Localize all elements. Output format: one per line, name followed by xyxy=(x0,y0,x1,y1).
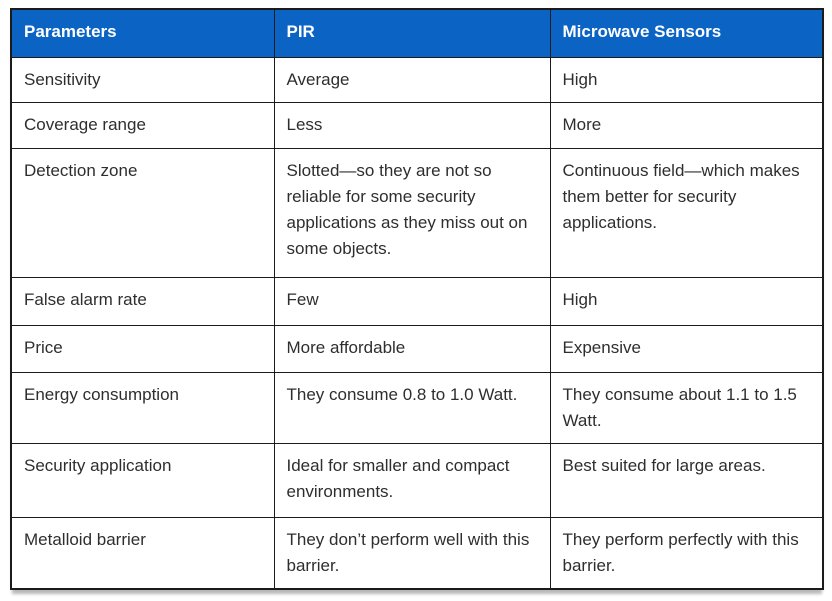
table-row-detection-zone: Detection zone Slotted—so they are not s… xyxy=(10,147,824,278)
cell-pir-value: Ideal for smaller and compact environmen… xyxy=(273,442,551,518)
cell-parameter: Detection zone xyxy=(10,147,275,278)
table-row-coverage-range: Coverage range Less More xyxy=(10,101,824,149)
table-row-metalloid-barrier: Metalloid barrier They don’t perform wel… xyxy=(10,516,824,590)
cell-pir-value: They consume 0.8 to 1.0 Watt. xyxy=(273,371,551,444)
table-row-sensitivity: Sensitivity Average High xyxy=(10,56,824,103)
header-row: Parameters PIR Microwave Sensors xyxy=(10,8,824,58)
cell-parameter: Security application xyxy=(10,442,275,518)
table-row-energy-consumption: Energy consumption They consume 0.8 to 1… xyxy=(10,371,824,444)
table-container: Parameters PIR Microwave Sensors Sensiti… xyxy=(10,8,824,590)
cell-pir-value: Few xyxy=(273,276,551,326)
cell-parameter: Metalloid barrier xyxy=(10,516,275,590)
cell-parameter: Sensitivity xyxy=(10,56,275,103)
table-header: Parameters PIR Microwave Sensors xyxy=(10,8,824,58)
column-header-microwave-sensors: Microwave Sensors xyxy=(549,8,824,58)
table-row-price: Price More affordable Expensive xyxy=(10,324,824,373)
column-header-parameters: Parameters xyxy=(10,8,275,58)
cell-microwave-value: More xyxy=(549,101,824,149)
cell-microwave-value: High xyxy=(549,276,824,326)
table-row-security-application: Security application Ideal for smaller a… xyxy=(10,442,824,518)
column-header-pir: PIR xyxy=(273,8,551,58)
cell-microwave-value: Continuous field—which makes them better… xyxy=(549,147,824,278)
cell-parameter: Energy consumption xyxy=(10,371,275,444)
cell-pir-value: Average xyxy=(273,56,551,103)
cell-parameter: False alarm rate xyxy=(10,276,275,326)
cell-microwave-value: Best suited for large areas. xyxy=(549,442,824,518)
cell-microwave-value: High xyxy=(549,56,824,103)
cell-parameter: Coverage range xyxy=(10,101,275,149)
cell-pir-value: They don’t perform well with this barrie… xyxy=(273,516,551,590)
table-row-false-alarm-rate: False alarm rate Few High xyxy=(10,276,824,326)
cell-parameter: Price xyxy=(10,324,275,373)
cell-microwave-value: They perform perfectly with this barrier… xyxy=(549,516,824,590)
cell-pir-value: Less xyxy=(273,101,551,149)
table-body: Sensitivity Average High Coverage range … xyxy=(10,56,824,590)
cell-pir-value: More affordable xyxy=(273,324,551,373)
cell-pir-value: Slotted—so they are not so reliable for … xyxy=(273,147,551,278)
cell-microwave-value: Expensive xyxy=(549,324,824,373)
cell-microwave-value: They consume about 1.1 to 1.5 Watt. xyxy=(549,371,824,444)
sensor-comparison-table: Parameters PIR Microwave Sensors Sensiti… xyxy=(10,8,824,590)
